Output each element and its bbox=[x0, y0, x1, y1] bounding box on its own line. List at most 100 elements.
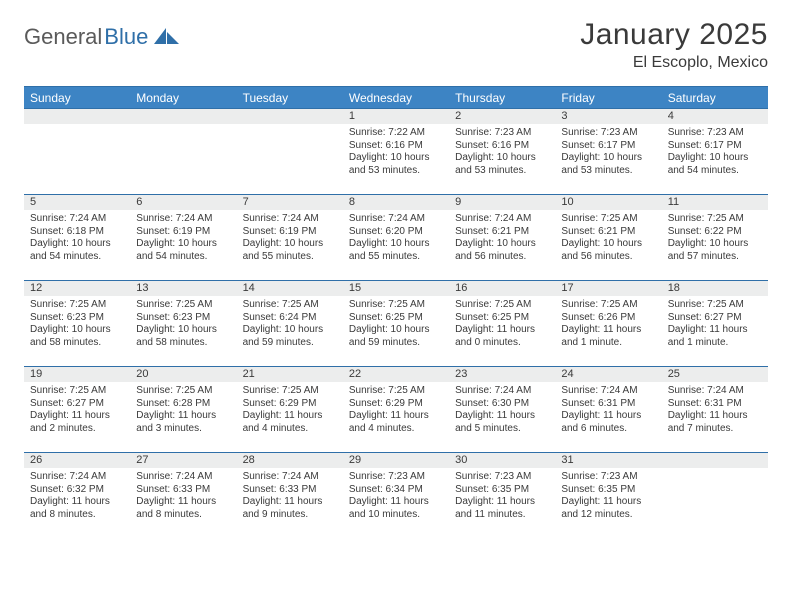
calendar-cell: 10Sunrise: 7:25 AMSunset: 6:21 PMDayligh… bbox=[555, 194, 661, 280]
sunset-line: Sunset: 6:19 PM bbox=[243, 226, 337, 239]
daylight-line: Daylight: 11 hours and 8 minutes. bbox=[30, 496, 124, 521]
day-number: 28 bbox=[237, 454, 255, 468]
daylight-line: Daylight: 11 hours and 9 minutes. bbox=[243, 496, 337, 521]
day-number: 13 bbox=[130, 282, 148, 296]
daylight-line: Daylight: 11 hours and 10 minutes. bbox=[349, 496, 443, 521]
sunrise-line: Sunrise: 7:25 AM bbox=[136, 385, 230, 398]
calendar-cell: 8Sunrise: 7:24 AMSunset: 6:20 PMDaylight… bbox=[343, 194, 449, 280]
day-number: 11 bbox=[662, 196, 679, 210]
daylight-line: Daylight: 10 hours and 54 minutes. bbox=[668, 152, 762, 177]
day-number: 23 bbox=[449, 368, 467, 382]
sunrise-line: Sunrise: 7:25 AM bbox=[30, 299, 124, 312]
day-number-row: 7 bbox=[237, 194, 343, 210]
daylight-line: Daylight: 11 hours and 4 minutes. bbox=[243, 410, 337, 435]
daylight-line: Daylight: 10 hours and 53 minutes. bbox=[455, 152, 549, 177]
sunset-line: Sunset: 6:24 PM bbox=[243, 312, 337, 325]
calendar-cell: 31Sunrise: 7:23 AMSunset: 6:35 PMDayligh… bbox=[555, 452, 661, 538]
day-number: 10 bbox=[555, 196, 573, 210]
day-number-row: 17 bbox=[555, 280, 661, 296]
calendar-cell: 9Sunrise: 7:24 AMSunset: 6:21 PMDaylight… bbox=[449, 194, 555, 280]
day-number: 1 bbox=[343, 110, 355, 124]
cell-body: Sunrise: 7:25 AMSunset: 6:25 PMDaylight:… bbox=[449, 296, 555, 353]
day-number-row: 13 bbox=[130, 280, 236, 296]
sunset-line: Sunset: 6:19 PM bbox=[136, 226, 230, 239]
calendar-page: GeneralBlue January 2025 El Escoplo, Mex… bbox=[0, 0, 792, 538]
day-number-row: 28 bbox=[237, 452, 343, 468]
calendar-cell: 27Sunrise: 7:24 AMSunset: 6:33 PMDayligh… bbox=[130, 452, 236, 538]
sunset-line: Sunset: 6:28 PM bbox=[136, 398, 230, 411]
cell-body: Sunrise: 7:25 AMSunset: 6:28 PMDaylight:… bbox=[130, 382, 236, 439]
cell-body: Sunrise: 7:24 AMSunset: 6:20 PMDaylight:… bbox=[343, 210, 449, 267]
daylight-line: Daylight: 11 hours and 8 minutes. bbox=[136, 496, 230, 521]
day-number-row: 4 bbox=[662, 108, 768, 124]
daylight-line: Daylight: 11 hours and 11 minutes. bbox=[455, 496, 549, 521]
cell-body: Sunrise: 7:25 AMSunset: 6:26 PMDaylight:… bbox=[555, 296, 661, 353]
calendar-week-row: 19Sunrise: 7:25 AMSunset: 6:27 PMDayligh… bbox=[24, 366, 768, 452]
calendar-week-row: 12Sunrise: 7:25 AMSunset: 6:23 PMDayligh… bbox=[24, 280, 768, 366]
day-number-row: 29 bbox=[343, 452, 449, 468]
cell-body: Sunrise: 7:24 AMSunset: 6:19 PMDaylight:… bbox=[130, 210, 236, 267]
sunrise-line: Sunrise: 7:24 AM bbox=[668, 385, 762, 398]
calendar-cell: 15Sunrise: 7:25 AMSunset: 6:25 PMDayligh… bbox=[343, 280, 449, 366]
day-number: 6 bbox=[130, 196, 142, 210]
daylight-line: Daylight: 10 hours and 56 minutes. bbox=[561, 238, 655, 263]
daylight-line: Daylight: 11 hours and 6 minutes. bbox=[561, 410, 655, 435]
day-number-row: 24 bbox=[555, 366, 661, 382]
sunset-line: Sunset: 6:23 PM bbox=[30, 312, 124, 325]
calendar-cell: 18Sunrise: 7:25 AMSunset: 6:27 PMDayligh… bbox=[662, 280, 768, 366]
day-number: 31 bbox=[555, 454, 573, 468]
sunset-line: Sunset: 6:30 PM bbox=[455, 398, 549, 411]
sunrise-line: Sunrise: 7:25 AM bbox=[455, 299, 549, 312]
day-number-row: 31 bbox=[555, 452, 661, 468]
daylight-line: Daylight: 10 hours and 54 minutes. bbox=[136, 238, 230, 263]
day-number-row: 22 bbox=[343, 366, 449, 382]
calendar-cell bbox=[130, 108, 236, 194]
day-number-row: 3 bbox=[555, 108, 661, 124]
day-number: 19 bbox=[24, 368, 42, 382]
sunrise-line: Sunrise: 7:24 AM bbox=[455, 213, 549, 226]
weekday-header-cell: Thursday bbox=[449, 91, 555, 105]
daylight-line: Daylight: 10 hours and 58 minutes. bbox=[136, 324, 230, 349]
daylight-line: Daylight: 11 hours and 3 minutes. bbox=[136, 410, 230, 435]
day-number: 21 bbox=[237, 368, 255, 382]
day-number: 14 bbox=[237, 282, 255, 296]
day-number-row: 9 bbox=[449, 194, 555, 210]
day-number-row: 5 bbox=[24, 194, 130, 210]
day-number: 24 bbox=[555, 368, 573, 382]
daylight-line: Daylight: 11 hours and 4 minutes. bbox=[349, 410, 443, 435]
sunrise-line: Sunrise: 7:25 AM bbox=[349, 385, 443, 398]
sunset-line: Sunset: 6:17 PM bbox=[561, 140, 655, 153]
day-number: 12 bbox=[24, 282, 42, 296]
day-number-row: 2 bbox=[449, 108, 555, 124]
day-number-row: 10 bbox=[555, 194, 661, 210]
calendar-cell: 3Sunrise: 7:23 AMSunset: 6:17 PMDaylight… bbox=[555, 108, 661, 194]
cell-body: Sunrise: 7:24 AMSunset: 6:31 PMDaylight:… bbox=[662, 382, 768, 439]
day-number-row: 20 bbox=[130, 366, 236, 382]
sunrise-line: Sunrise: 7:25 AM bbox=[668, 213, 762, 226]
sunset-line: Sunset: 6:31 PM bbox=[561, 398, 655, 411]
calendar-cell: 25Sunrise: 7:24 AMSunset: 6:31 PMDayligh… bbox=[662, 366, 768, 452]
weekday-header-cell: Wednesday bbox=[343, 91, 449, 105]
sunrise-line: Sunrise: 7:23 AM bbox=[668, 127, 762, 140]
sunrise-line: Sunrise: 7:25 AM bbox=[136, 299, 230, 312]
brand-logo: GeneralBlue bbox=[24, 18, 180, 50]
cell-body: Sunrise: 7:25 AMSunset: 6:23 PMDaylight:… bbox=[24, 296, 130, 353]
day-number-row: 21 bbox=[237, 366, 343, 382]
sunset-line: Sunset: 6:29 PM bbox=[349, 398, 443, 411]
day-number: 29 bbox=[343, 454, 361, 468]
day-number: 25 bbox=[662, 368, 680, 382]
calendar-cell: 19Sunrise: 7:25 AMSunset: 6:27 PMDayligh… bbox=[24, 366, 130, 452]
weekday-header-cell: Tuesday bbox=[237, 91, 343, 105]
day-number: 3 bbox=[555, 110, 567, 124]
weekday-header-cell: Friday bbox=[555, 91, 661, 105]
sunset-line: Sunset: 6:25 PM bbox=[349, 312, 443, 325]
day-number: 20 bbox=[130, 368, 148, 382]
sunrise-line: Sunrise: 7:25 AM bbox=[243, 299, 337, 312]
cell-body: Sunrise: 7:25 AMSunset: 6:29 PMDaylight:… bbox=[343, 382, 449, 439]
weekday-header-row: SundayMondayTuesdayWednesdayThursdayFrid… bbox=[24, 86, 768, 108]
daylight-line: Daylight: 11 hours and 7 minutes. bbox=[668, 410, 762, 435]
day-number: 17 bbox=[555, 282, 573, 296]
sunrise-line: Sunrise: 7:23 AM bbox=[455, 471, 549, 484]
calendar-cell: 22Sunrise: 7:25 AMSunset: 6:29 PMDayligh… bbox=[343, 366, 449, 452]
brand-part2: Blue bbox=[104, 24, 148, 50]
